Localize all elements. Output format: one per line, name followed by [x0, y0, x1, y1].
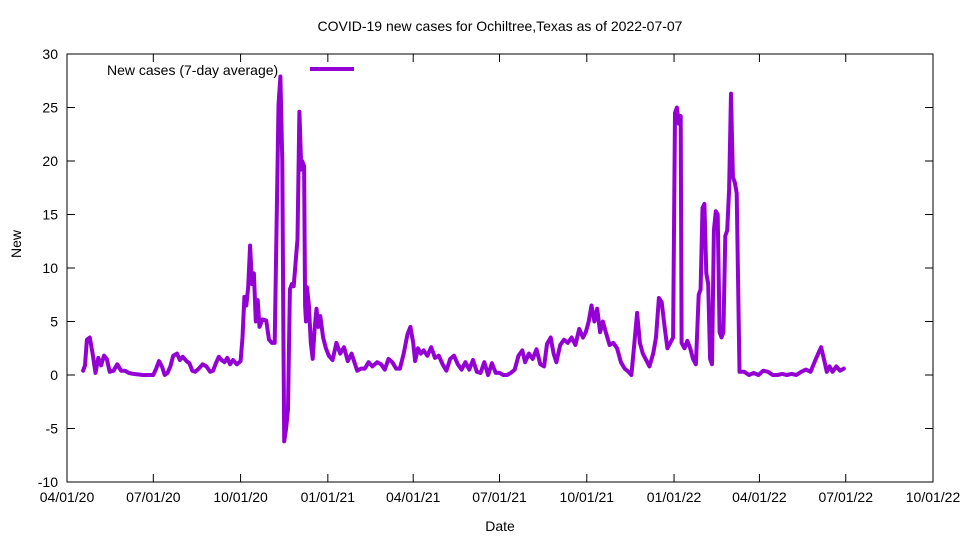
x-tick-label: 07/01/21	[472, 489, 527, 505]
y-tick-label: 15	[42, 207, 58, 223]
y-tick-label: 30	[42, 46, 58, 62]
x-tick-label: 10/01/20	[213, 489, 268, 505]
x-tick-label: 07/01/22	[818, 489, 873, 505]
x-axis-label: Date	[485, 518, 515, 534]
x-tick-label: 07/01/20	[126, 489, 181, 505]
x-tick-label: 01/01/21	[301, 489, 356, 505]
x-tick-label: 04/01/20	[40, 489, 95, 505]
y-tick-labels: -10 -5 0 5 10 15 20 25 30	[38, 46, 58, 490]
legend-label: New cases (7-day average)	[107, 62, 279, 78]
x-tick-labels: 04/01/20 07/01/20 10/01/20 01/01/21 04/01/21…	[40, 489, 960, 505]
chart-title: COVID-19 new cases for Ochiltree,Texas a…	[317, 18, 683, 34]
y-tick-label: 5	[50, 314, 58, 330]
y-tick-label: -10	[38, 474, 58, 490]
y-tick-label: 25	[42, 100, 58, 116]
y-tick-label: 0	[50, 367, 58, 383]
x-tick-label: 04/01/21	[386, 489, 441, 505]
x-tick-label: 10/01/22	[906, 489, 960, 505]
series-line-new-cases	[81, 74, 846, 444]
plot-frame	[66, 53, 934, 483]
x-tick-label: 10/01/21	[560, 489, 615, 505]
series-layer	[81, 74, 846, 444]
y-axis-label: New	[8, 229, 24, 258]
x-tick-label: 04/01/22	[732, 489, 787, 505]
y-tick-label: 20	[42, 153, 58, 169]
y-tick-label: -5	[46, 421, 59, 437]
tick-marks	[66, 53, 934, 483]
y-tick-label: 10	[42, 260, 58, 276]
legend-swatch	[310, 67, 354, 71]
x-tick-label: 01/01/22	[647, 489, 702, 505]
